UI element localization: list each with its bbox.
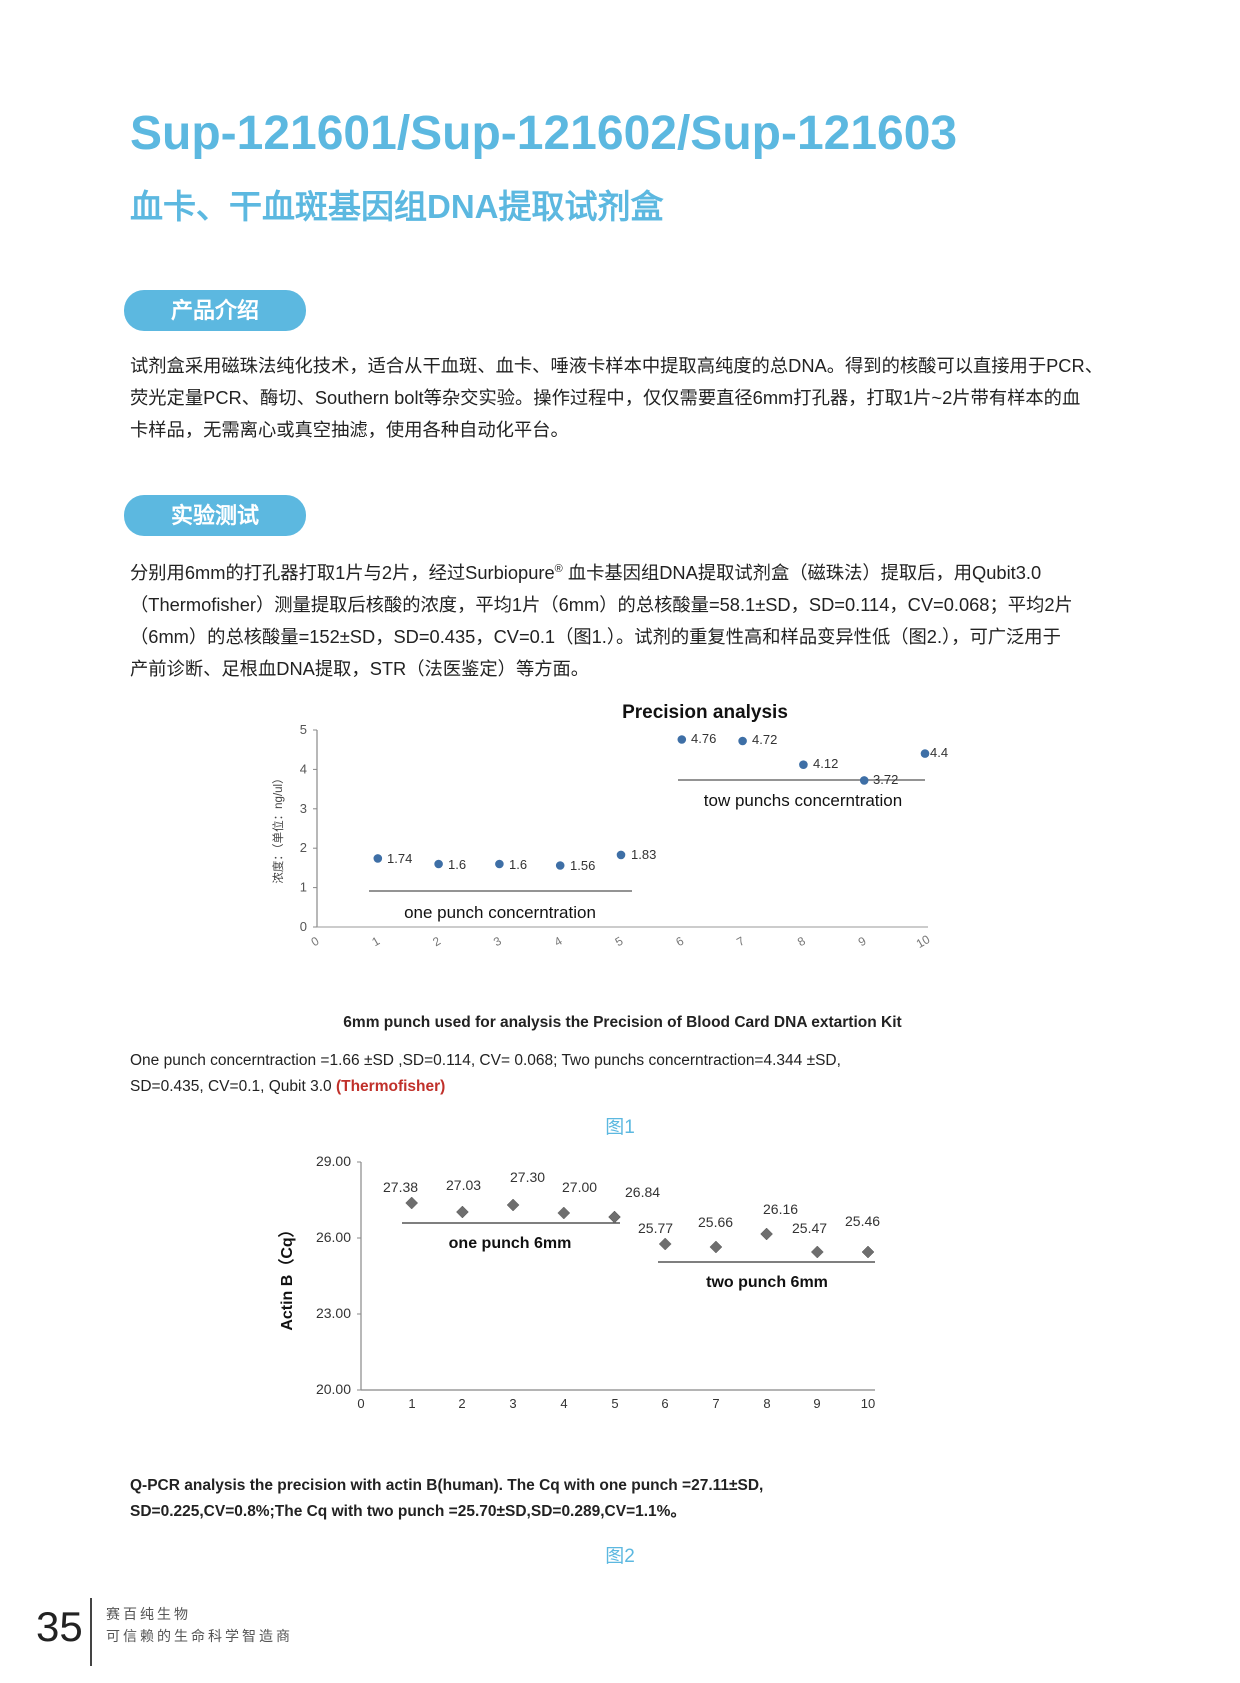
svg-text:10: 10 [861,1396,875,1411]
svg-text:5: 5 [300,722,307,737]
svg-text:Actin B（Cq）: Actin B（Cq） [278,1221,296,1330]
svg-text:1: 1 [408,1396,415,1411]
svg-text:0: 0 [357,1396,364,1411]
svg-text:6: 6 [661,1396,668,1411]
svg-text:27.03: 27.03 [446,1177,481,1193]
svg-text:4: 4 [552,934,565,950]
svg-text:8: 8 [795,934,808,950]
svg-text:27.38: 27.38 [383,1179,418,1195]
svg-text:4.12: 4.12 [813,756,838,771]
svg-text:8: 8 [763,1396,770,1411]
svg-text:20.00: 20.00 [316,1381,351,1397]
svg-text:26.00: 26.00 [316,1229,351,1245]
svg-text:2: 2 [430,934,443,950]
svg-text:4.4: 4.4 [930,745,948,760]
svg-text:Precision analysis: Precision analysis [622,702,788,723]
svg-text:5: 5 [613,934,626,950]
svg-text:one punch 6mm: one punch 6mm [449,1235,572,1252]
svg-text:2: 2 [300,840,307,855]
svg-text:浓度：（单位：ng/ul）: 浓度：（单位：ng/ul） [271,772,285,883]
svg-text:23.00: 23.00 [316,1305,351,1321]
svg-text:26.84: 26.84 [625,1184,660,1200]
svg-text:4.76: 4.76 [691,731,716,746]
svg-text:25.66: 25.66 [698,1214,733,1230]
svg-text:4: 4 [300,761,307,776]
svg-text:3: 3 [300,801,307,816]
svg-text:4: 4 [560,1396,567,1411]
svg-text:9: 9 [813,1396,820,1411]
svg-text:26.16: 26.16 [763,1201,798,1217]
svg-text:1: 1 [369,934,382,950]
svg-text:1: 1 [300,880,307,895]
svg-text:1.6: 1.6 [448,857,466,872]
svg-text:1.74: 1.74 [387,851,412,866]
svg-text:27.00: 27.00 [562,1179,597,1195]
svg-text:7: 7 [734,934,747,950]
svg-text:1.6: 1.6 [509,857,527,872]
svg-text:tow punchs concerntration: tow punchs concerntration [704,791,902,810]
svg-text:3: 3 [509,1396,516,1411]
svg-text:10: 10 [914,932,933,951]
svg-text:4.72: 4.72 [752,732,777,747]
svg-text:0: 0 [300,919,307,934]
svg-text:25.46: 25.46 [845,1213,880,1229]
svg-text:27.30: 27.30 [510,1169,545,1185]
svg-text:3: 3 [491,934,504,950]
svg-text:one punch concerntration: one punch concerntration [404,903,596,922]
svg-text:1.56: 1.56 [570,858,595,873]
svg-text:7: 7 [712,1396,719,1411]
svg-text:29.00: 29.00 [316,1155,351,1169]
svg-text:0: 0 [309,934,322,950]
svg-text:25.47: 25.47 [792,1220,827,1236]
svg-text:3.72: 3.72 [873,772,898,787]
svg-text:1.83: 1.83 [631,847,656,862]
svg-text:two punch 6mm: two punch 6mm [706,1274,828,1291]
svg-text:5: 5 [611,1396,618,1411]
svg-text:2: 2 [458,1396,465,1411]
svg-text:25.77: 25.77 [638,1220,673,1236]
svg-text:9: 9 [856,934,869,950]
svg-text:6: 6 [673,934,686,950]
